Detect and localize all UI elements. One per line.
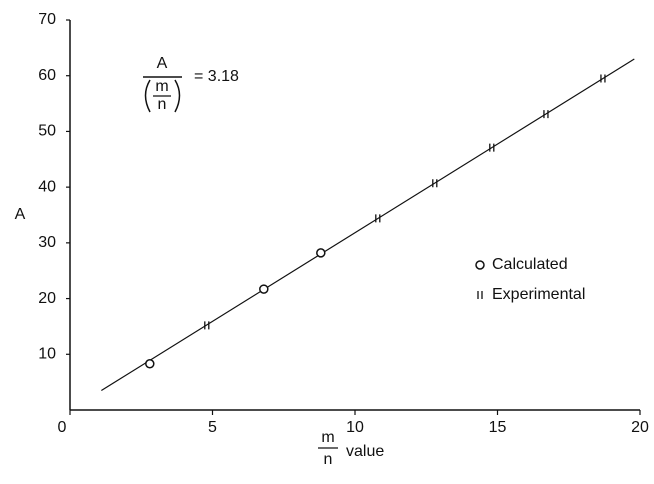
legend-marker	[475, 260, 485, 270]
x-tick-label: 0	[58, 419, 67, 436]
data-point	[489, 143, 495, 152]
data-point	[375, 214, 381, 223]
x-tick-label: 5	[208, 419, 217, 436]
x-tick-label: 20	[631, 419, 649, 436]
legend-label: Experimental	[492, 286, 585, 303]
annotation-denominator-top: m	[155, 78, 168, 95]
x-tick-label: 15	[489, 419, 507, 436]
annotation-denominator-bottom: n	[158, 96, 167, 113]
annotation-value: = 3.18	[194, 68, 239, 85]
y-tick-label: 60	[38, 67, 56, 84]
data-point	[316, 248, 326, 258]
data-point	[145, 359, 155, 369]
x-label-numerator: m	[321, 429, 334, 446]
y-tick-label: 10	[38, 346, 56, 363]
data-point	[259, 284, 269, 294]
legend-marker	[477, 291, 483, 299]
paren-right	[174, 79, 181, 113]
data-point	[600, 74, 606, 83]
annotation-numerator: A	[157, 55, 168, 72]
x-label-text: value	[346, 443, 384, 460]
x-tick-label: 10	[346, 419, 364, 436]
y-tick-label: 70	[38, 11, 56, 28]
data-point	[204, 321, 210, 330]
data-point	[543, 110, 549, 119]
y-tick-label: 20	[38, 290, 56, 307]
paren-left	[144, 79, 151, 113]
x-label-denominator: n	[324, 451, 333, 468]
data-point	[432, 179, 438, 188]
legend-label: Calculated	[492, 256, 568, 273]
y-tick-label: 40	[38, 178, 56, 195]
y-axis-label: A	[15, 206, 26, 223]
fit-line	[101, 58, 635, 392]
y-tick-label: 30	[38, 234, 56, 251]
y-tick-label: 50	[38, 123, 56, 140]
